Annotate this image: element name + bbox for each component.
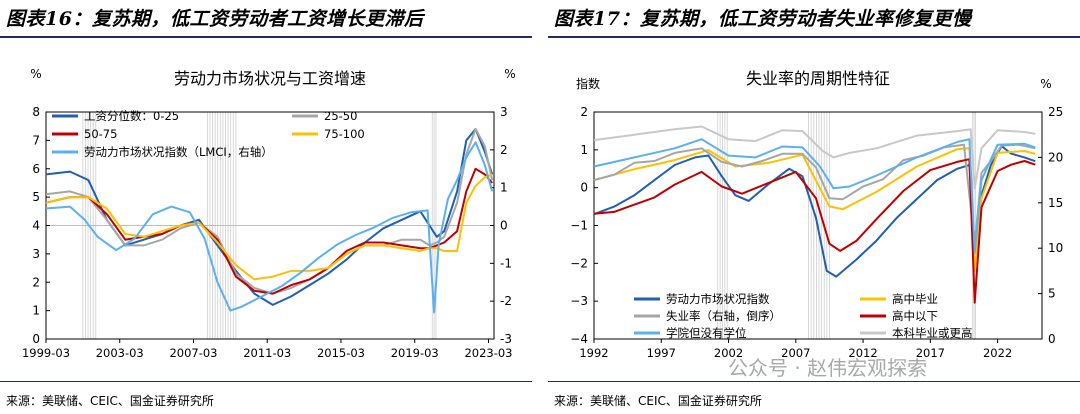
series-line-2: [45, 167, 493, 295]
legend-label: 失业率（右轴，倒序）: [666, 309, 781, 323]
right-y-tick-label: 25: [1048, 105, 1063, 119]
right-y-tick-label: -2: [500, 294, 512, 308]
series-line-3: [593, 158, 1036, 304]
series-line-0: [45, 128, 494, 306]
series-line-4: [45, 141, 494, 314]
series-line-0: [593, 145, 1036, 278]
right-y-tick-label: 2: [500, 143, 508, 157]
watermark-text: 公众号 · 赵伟宏观探索: [728, 356, 928, 380]
series-line-5: [593, 125, 1036, 190]
x-tick-label: 2012: [848, 346, 877, 360]
left-y-tick-label: 0: [32, 332, 40, 346]
legend-label: 75-100: [324, 127, 365, 141]
left-source-note: 来源：美联储、CEIC、国金证券研究所: [6, 394, 214, 408]
x-tick-label: 2017: [916, 346, 945, 360]
left-y-tick-label: 3: [32, 247, 40, 261]
left-axis-unit: %: [30, 67, 41, 81]
right-y-tick-label: 1: [500, 181, 508, 195]
left-y-tick-label: 0: [580, 181, 588, 195]
left-y-tick-label: 1: [580, 143, 588, 157]
right-y-tick-label: 0: [500, 219, 508, 233]
legend-label: 高中以下: [892, 309, 938, 323]
right-axis-unit: %: [1040, 77, 1051, 91]
x-tick-label: 2002: [714, 346, 743, 360]
x-tick-label: 2019-03: [391, 346, 439, 360]
left-y-tick-label: 2: [32, 275, 40, 289]
x-tick-label: 1999-03: [22, 346, 70, 360]
left-y-tick-label: 8: [32, 105, 40, 119]
right-y-tick-label: 20: [1048, 150, 1063, 164]
left-y-tick-label: 5: [32, 190, 40, 204]
left-y-tick-label: 1: [32, 304, 40, 318]
left-y-tick-label: 7: [32, 133, 40, 147]
left-y-tick-label: 4: [32, 219, 40, 233]
x-tick-label: 1992: [579, 346, 608, 360]
left-y-tick-label: −4: [570, 332, 588, 346]
left-y-tick-label: −3: [570, 294, 588, 308]
x-tick-label: 1997: [647, 346, 676, 360]
left-title-rule: [0, 36, 532, 38]
left-figure-title: 图表16：复苏期，低工资劳动者工资增长更滞后: [6, 8, 424, 30]
legend-label: 高中毕业: [892, 292, 938, 306]
right-y-tick-label: 10: [1048, 241, 1063, 255]
x-tick-label: 2007-03: [169, 346, 217, 360]
legend-label: 工资分位数：0-25: [84, 109, 179, 123]
right-source-note: 来源：美联储、CEIC、国金证券研究所: [554, 394, 762, 408]
right-y-tick-label: -3: [500, 332, 512, 346]
series-line-4: [593, 138, 1036, 254]
left-y-tick-label: −2: [570, 256, 588, 270]
left-axis-unit: 指数: [576, 76, 600, 91]
left-figure-panel: 图表16：复苏期，低工资劳动者工资增长更滞后 0 1 2 3 4 5 6 7 8 -3 -2 -1 0 1…: [0, 0, 532, 414]
left-footer-rule: [0, 381, 532, 382]
left-line-chart: 0 1 2 3 4 5 6 7 8 -3 -2 -1 0 1 2 3 1999-03 2003-03 2007-03…: [22, 67, 516, 360]
x-tick-label: 2011-03: [243, 346, 291, 360]
right-y-tick-label: 15: [1048, 196, 1063, 210]
x-tick-label: 2023-03: [464, 346, 512, 360]
x-tick-label: 2022: [983, 346, 1012, 360]
right-y-tick-label: 5: [1048, 287, 1056, 301]
right-y-tick-label: 0: [1048, 332, 1056, 346]
legend-label: 劳动力市场状况指数（LMCI，右轴）: [84, 145, 273, 159]
left-y-tick-label: 2: [580, 105, 588, 119]
chart-title: 劳动力市场状况与工资增速: [174, 69, 366, 88]
right-y-tick-label: 3: [500, 105, 508, 119]
legend-label: 劳动力市场状况指数: [666, 292, 770, 306]
legend-label: 本科毕业或更高: [892, 326, 973, 340]
right-footer-rule: [548, 381, 1080, 382]
legend-label: 50-75: [84, 127, 117, 141]
x-tick-label: 2015-03: [317, 346, 365, 360]
x-tick-label: 2007: [781, 346, 810, 360]
right-figure-panel: 图表17：复苏期，低工资劳动者失业率修复更慢 −4 −3 −2 −1 0 1 2 0 5 10 15…: [548, 0, 1080, 414]
legend-label: 学院但没有学位: [666, 326, 747, 340]
left-y-tick-label: −1: [570, 219, 588, 233]
x-tick-label: 2003-03: [96, 346, 144, 360]
legend-label: 25-50: [324, 109, 357, 123]
series-line-1: [593, 147, 1036, 272]
right-title-rule: [548, 36, 1080, 38]
chart-title: 失业率的周期性特征: [746, 69, 890, 88]
left-y-tick-label: 6: [32, 162, 40, 176]
right-axis-unit: %: [504, 67, 515, 81]
right-figure-title: 图表17：复苏期，低工资劳动者失业率修复更慢: [554, 8, 972, 30]
right-y-tick-label: -1: [500, 256, 512, 270]
